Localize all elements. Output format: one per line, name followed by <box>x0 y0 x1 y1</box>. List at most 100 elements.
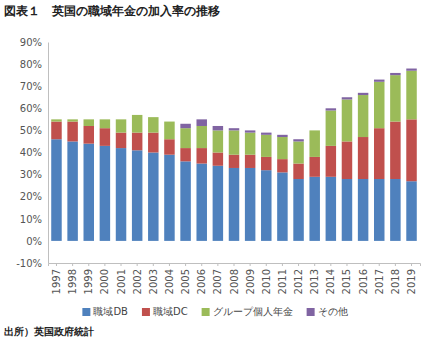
legend-swatch <box>307 308 315 316</box>
x-tick-label: 2002 <box>132 269 143 294</box>
x-tick-label: 2001 <box>116 269 127 294</box>
legend: 職域DB 職域DC グループ個人年金 その他 <box>82 306 347 317</box>
x-tick-label: 1999 <box>83 269 94 294</box>
bar <box>164 122 174 140</box>
x-tick: 2013 <box>309 263 320 294</box>
bar <box>374 128 384 179</box>
x-tick: 1999 <box>83 263 94 294</box>
x-tick-label: 2019 <box>406 269 417 294</box>
y-tick: 80% <box>20 59 48 70</box>
bar <box>116 119 126 120</box>
series <box>180 69 416 142</box>
bar <box>164 139 174 154</box>
bar <box>390 179 400 241</box>
bar <box>132 115 142 133</box>
bar <box>293 139 303 141</box>
x-tick-label: 2004 <box>164 269 175 294</box>
bar <box>51 119 61 120</box>
x-tick: 2003 <box>148 263 159 294</box>
bar <box>84 144 94 241</box>
bar <box>277 159 287 172</box>
legend-item: グループ個人年金 <box>202 306 293 317</box>
y-tick-label: 80% <box>20 59 42 70</box>
x-tick-mark <box>379 263 380 266</box>
x-tick-mark <box>250 263 251 266</box>
x-tick: 2011 <box>277 263 288 294</box>
x-tick: 2015 <box>341 263 352 294</box>
bar <box>342 99 352 141</box>
bar <box>326 177 336 241</box>
legend-item: 職域DC <box>142 306 188 317</box>
bar <box>51 122 61 140</box>
x-tick-label: 1997 <box>51 269 62 294</box>
x-tick-mark <box>282 263 283 266</box>
bar <box>293 179 303 241</box>
bar <box>390 122 400 179</box>
x-tick-mark <box>185 263 186 266</box>
bar <box>358 93 368 95</box>
x-tick-mark <box>346 263 347 266</box>
x-tick-mark <box>137 263 138 266</box>
x-tick-label: 2014 <box>325 269 336 294</box>
x-tick: 2019 <box>406 263 417 294</box>
bar <box>100 119 110 128</box>
bar <box>67 119 77 121</box>
x-tick-label: 2017 <box>374 269 385 294</box>
bar <box>164 155 174 241</box>
bar <box>132 133 142 151</box>
bar <box>196 148 206 163</box>
legend-label: 職域DC <box>153 306 188 317</box>
y-tick-label: 70% <box>20 81 42 92</box>
x-tick: 2001 <box>116 263 127 294</box>
legend-swatch <box>142 308 150 316</box>
x-tick: 2006 <box>196 263 207 294</box>
x-tick: 1998 <box>67 263 78 294</box>
bar <box>390 75 400 121</box>
bar <box>342 179 352 241</box>
y-tick-label: 90% <box>20 37 42 48</box>
bar <box>374 82 384 128</box>
x-tick: 2017 <box>374 263 385 294</box>
x-tick-label: 2009 <box>245 269 256 294</box>
x-tick-mark <box>153 263 154 266</box>
bar <box>196 119 206 126</box>
bar <box>358 95 368 137</box>
x-tick-mark <box>314 263 315 266</box>
bar <box>148 117 158 132</box>
y-tick: 70% <box>20 81 48 92</box>
x-tick-label: 2006 <box>196 269 207 294</box>
bar <box>229 128 239 130</box>
y-tick-label: -10% <box>16 258 42 269</box>
x-tick: 2004 <box>164 263 175 294</box>
x-tick-mark <box>56 263 57 266</box>
source: 出所）英国政府統計 <box>4 326 94 337</box>
title: 図表１ 英国の職域年金の加入率の推移 <box>4 4 220 18</box>
bar <box>326 108 336 110</box>
bar <box>406 181 416 241</box>
legend-label: その他 <box>318 306 348 317</box>
bar <box>342 141 352 179</box>
bar <box>245 155 255 168</box>
bar <box>180 148 190 161</box>
y-tick: 60% <box>20 103 48 114</box>
bar <box>116 119 126 132</box>
x-tick-mark <box>88 263 89 266</box>
bar <box>261 135 271 157</box>
legend-item: 職域DB <box>82 306 128 317</box>
bar <box>245 130 255 132</box>
bar <box>245 168 255 241</box>
bar <box>293 141 303 163</box>
x-tick-mark <box>217 263 218 266</box>
bar <box>67 122 77 142</box>
bar <box>51 119 61 121</box>
x-tick-label: 2012 <box>293 269 304 294</box>
chart: 図表１ 英国の職域年金の加入率の推移-10%0%10%20%30%40%50%6… <box>0 0 430 341</box>
bar <box>261 157 271 170</box>
plot: -10%0%10%20%30%40%50%60%70%80%90%1997199… <box>16 37 420 295</box>
bar <box>406 71 416 120</box>
bar <box>406 119 416 181</box>
bar <box>132 150 142 241</box>
bar <box>309 130 319 131</box>
x-tick-mark <box>298 263 299 266</box>
x-tick: 2005 <box>180 263 191 294</box>
